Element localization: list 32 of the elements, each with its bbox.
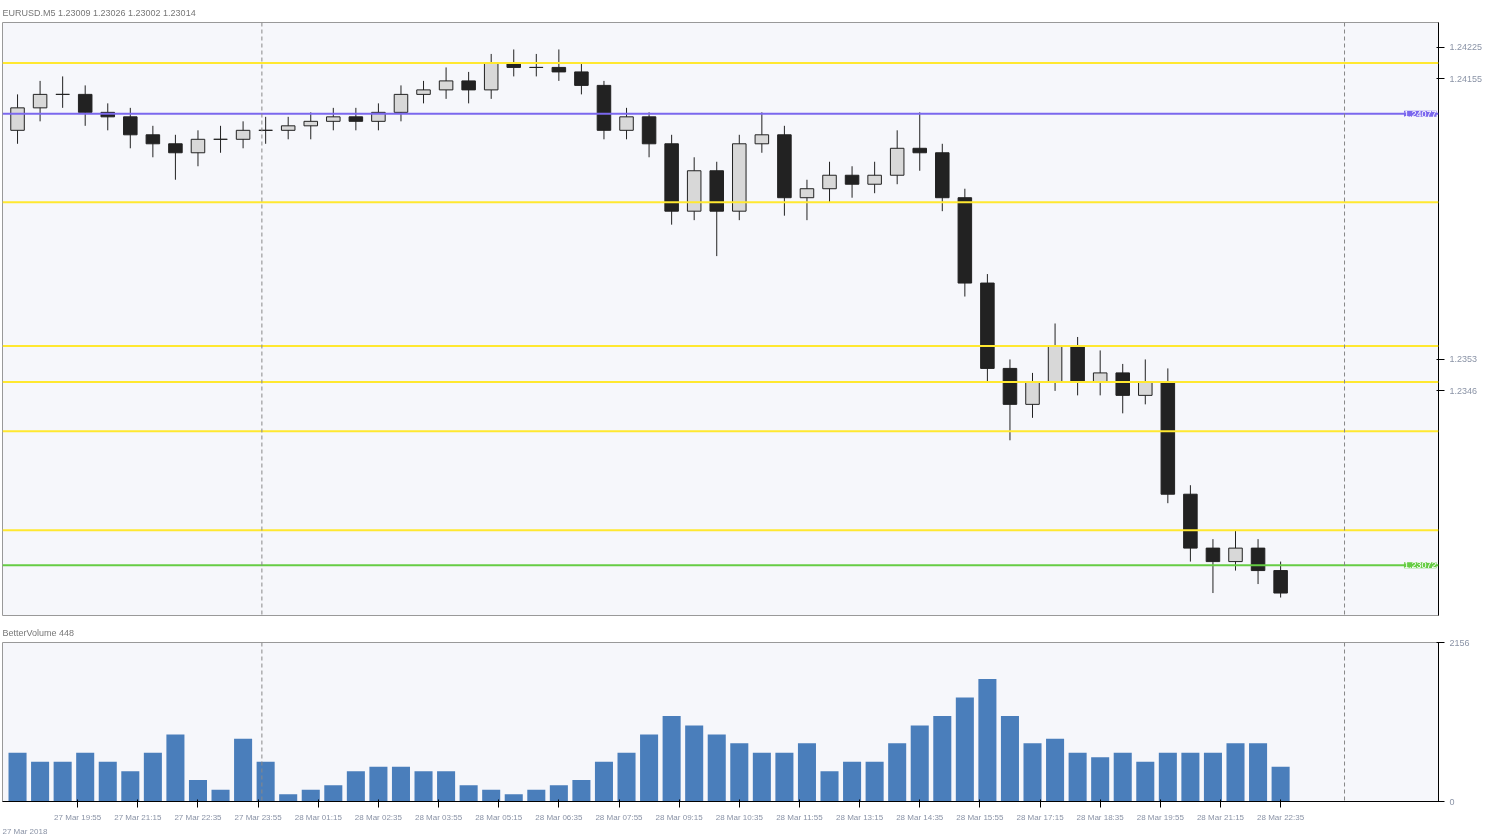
x-tick-label: 28 Mar 10:35 — [715, 812, 764, 822]
y-tick-label: 0 — [1449, 796, 1455, 807]
x-tick-label: 28 Mar 14:35 — [896, 812, 944, 822]
x-tick-label: 27 Mar 21:15 — [114, 812, 162, 822]
x-tick-label: 28 Mar 19:55 — [1136, 812, 1185, 822]
x-tick-label: 28 Mar 07:55 — [595, 812, 644, 822]
ref-line-label: 1.23072 — [1403, 560, 1437, 571]
x-tick-label: 28 Mar 18:35 — [1076, 812, 1125, 822]
x-tick-label: 28 Mar 01:15 — [294, 812, 343, 822]
x-tick-label: 27 Mar 23:55 — [234, 812, 283, 822]
x-tick-label: 28 Mar 21:15 — [1196, 812, 1245, 822]
x-tick-label: 28 Mar 03:55 — [414, 812, 463, 822]
x-tick-label: 28 Mar 22:35 — [1257, 812, 1305, 822]
x-tick-label: 27 Mar 19:55 — [54, 812, 102, 822]
x-tick-label: 28 Mar 15:55 — [956, 812, 1004, 822]
x-tick-label: 28 Mar 02:35 — [354, 812, 403, 822]
y-tick-label: 1.24225 — [1449, 42, 1483, 53]
y-tick-label: 1.2346 — [1449, 385, 1478, 396]
y-tick-label: 1.2353 — [1449, 354, 1478, 365]
x-tick-label: 28 Mar 11:55 — [776, 812, 824, 822]
chart-title: EURUSD.M5 1.23009 1.23026 1.23002 1.23014 — [2, 7, 196, 18]
y-tick-label: 2156 — [1449, 637, 1470, 648]
x-tick-label: 28 Mar 06:35 — [535, 812, 583, 822]
x-tick-label: 28 Mar 13:15 — [836, 812, 884, 822]
x-tick-label: 28 Mar 05:15 — [475, 812, 523, 822]
x-tick-label: 28 Mar 17:15 — [1016, 812, 1065, 822]
y-tick-label: 1.24155 — [1449, 73, 1483, 84]
text: 27 Mar 2018 — [2, 826, 48, 836]
x-tick-label: 28 Mar 09:15 — [655, 812, 704, 822]
chart-title: BetterVolume 448 — [2, 627, 75, 638]
ref-line-label: 1.24077 — [1403, 108, 1437, 119]
x-tick-label: 27 Mar 22:35 — [174, 812, 223, 822]
